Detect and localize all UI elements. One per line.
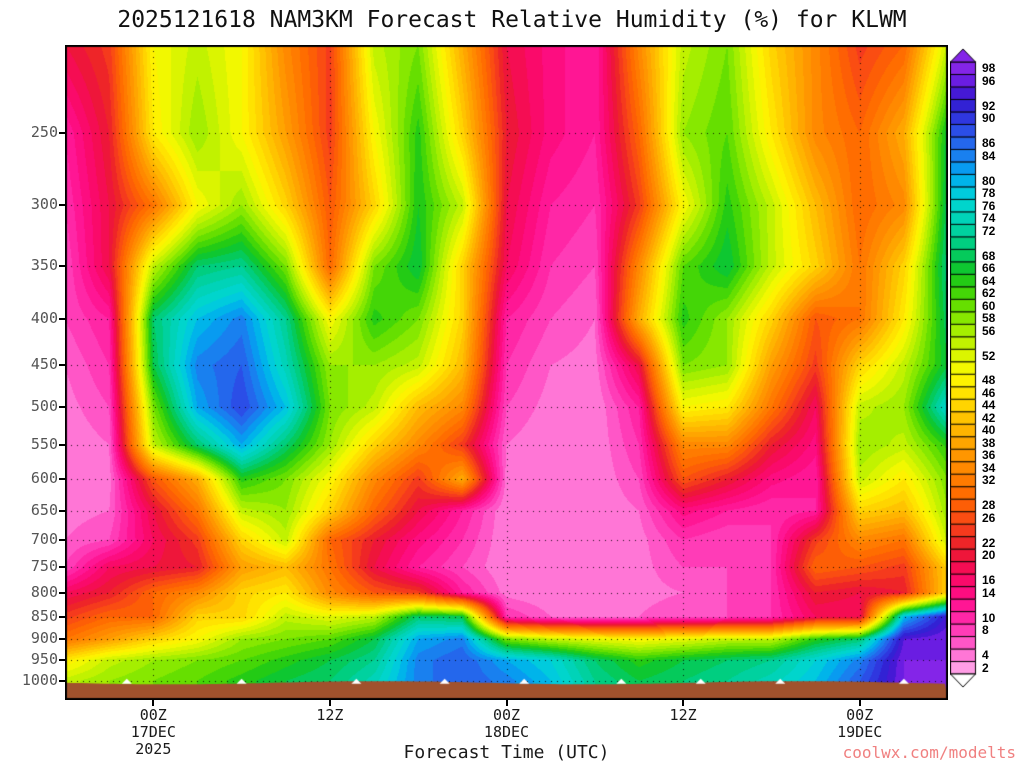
x-axis-tick-label: 12Z <box>669 706 697 724</box>
y-axis-tick <box>59 538 65 541</box>
colorbar-tick-label: 40 <box>982 423 996 438</box>
colorbar-tick-label: 58 <box>982 311 996 326</box>
colorbar-tick-label: 10 <box>982 610 996 625</box>
y-axis-tick-label: 450 <box>30 355 58 374</box>
x-axis-tick <box>328 700 331 706</box>
colorbar-tick-label: 48 <box>982 373 996 388</box>
colorbar-tick-label: 62 <box>982 286 996 301</box>
y-axis-tick <box>59 265 65 268</box>
x-axis-tick <box>858 700 861 706</box>
y-axis-tick-label: 350 <box>30 256 58 275</box>
y-axis-tick-label: 900 <box>30 629 58 648</box>
colorbar-tick-label: 34 <box>982 460 996 475</box>
y-axis-tick-label: 850 <box>30 606 58 625</box>
colorbar-tick-label: 66 <box>982 261 996 276</box>
colorbar-tick-label: 84 <box>982 148 996 163</box>
colorbar-tick-label: 4 <box>982 648 989 663</box>
y-axis-tick-label: 750 <box>30 557 58 576</box>
colorbar-tick-label: 60 <box>982 298 996 313</box>
colorbar-tick-label: 46 <box>982 385 996 400</box>
y-axis-tick-label: 300 <box>30 195 58 214</box>
y-axis-tick <box>59 317 65 320</box>
colorbar-tick-label: 74 <box>982 211 996 226</box>
colorbar-tick-label: 20 <box>982 548 996 563</box>
x-axis-tick-label: 00Z 17DEC 2025 <box>130 706 176 758</box>
colorbar-tick-label: 42 <box>982 410 996 425</box>
y-axis-tick <box>59 591 65 594</box>
colorbar-tick-label: 26 <box>982 510 996 525</box>
y-axis-tick-label: 800 <box>30 582 58 601</box>
colorbar-tick-label: 98 <box>982 61 996 76</box>
y-axis-tick-label: 650 <box>30 500 58 519</box>
y-axis-tick <box>59 615 65 618</box>
colorbar-tick-label: 16 <box>982 573 996 588</box>
y-axis-tick-label: 1000 <box>21 670 58 689</box>
y-axis-tick <box>59 566 65 569</box>
y-axis-tick-label: 600 <box>30 468 58 487</box>
colorbar-tick-label: 56 <box>982 323 996 338</box>
x-axis-tick <box>505 700 508 706</box>
x-axis-tick-label: 12Z <box>316 706 344 724</box>
y-axis-tick-label: 550 <box>30 434 58 453</box>
colorbar-tick-label: 90 <box>982 111 996 126</box>
x-axis-tick-label: 00Z 18DEC <box>483 706 530 741</box>
y-axis-tick <box>59 443 65 446</box>
y-axis-tick-label: 250 <box>30 123 58 142</box>
watermark-text: coolwx.com/modelts <box>842 743 1016 762</box>
y-axis-tick-label: 700 <box>30 529 58 548</box>
colorbar-tick-label: 38 <box>982 435 996 450</box>
humidity-heatmap-canvas <box>65 45 948 700</box>
y-axis-tick <box>59 132 65 135</box>
y-axis-tick <box>59 638 65 641</box>
colorbar-tick-label: 28 <box>982 498 996 513</box>
y-axis-tick <box>59 364 65 367</box>
colorbar-tick-label: 86 <box>982 136 996 151</box>
y-axis-tick <box>59 405 65 408</box>
colorbar-tick-label: 68 <box>982 248 996 263</box>
colorbar-tick-label: 80 <box>982 173 996 188</box>
y-axis-tick <box>59 659 65 662</box>
colorbar-tick-label: 72 <box>982 223 996 238</box>
colorbar-tick-label: 8 <box>982 623 989 638</box>
colorbar-tick-label: 52 <box>982 348 996 363</box>
colorbar-tick-label: 44 <box>982 398 996 413</box>
colorbar-tick-label: 92 <box>982 98 996 113</box>
x-axis-tick <box>152 700 155 706</box>
y-axis-tick <box>59 509 65 512</box>
colorbar-tick-label: 78 <box>982 186 996 201</box>
y-axis-tick-label: 400 <box>30 308 58 327</box>
x-axis-tick-label: 00Z 19DEC <box>837 706 883 741</box>
y-axis-tick <box>59 477 65 480</box>
colorbar-canvas <box>950 48 978 688</box>
colorbar-tick-label: 76 <box>982 198 996 213</box>
y-axis-tick <box>59 679 65 682</box>
y-axis-tick-label: 500 <box>30 396 58 415</box>
colorbar-tick-label: 36 <box>982 448 996 463</box>
colorbar-tick-label: 32 <box>982 473 996 488</box>
colorbar-tick-label: 2 <box>982 660 989 675</box>
y-axis-tick <box>59 204 65 207</box>
colorbar-tick-label: 64 <box>982 273 996 288</box>
colorbar-tick-label: 22 <box>982 535 996 550</box>
colorbar-tick-label: 14 <box>982 585 996 600</box>
colorbar-tick-label: 96 <box>982 73 996 88</box>
y-axis-tick-label: 950 <box>30 650 58 669</box>
chart-title: 2025121618 NAM3KM Forecast Relative Humi… <box>117 7 907 33</box>
x-axis-title: Forecast Time (UTC) <box>403 742 610 763</box>
x-axis-tick <box>682 700 685 706</box>
